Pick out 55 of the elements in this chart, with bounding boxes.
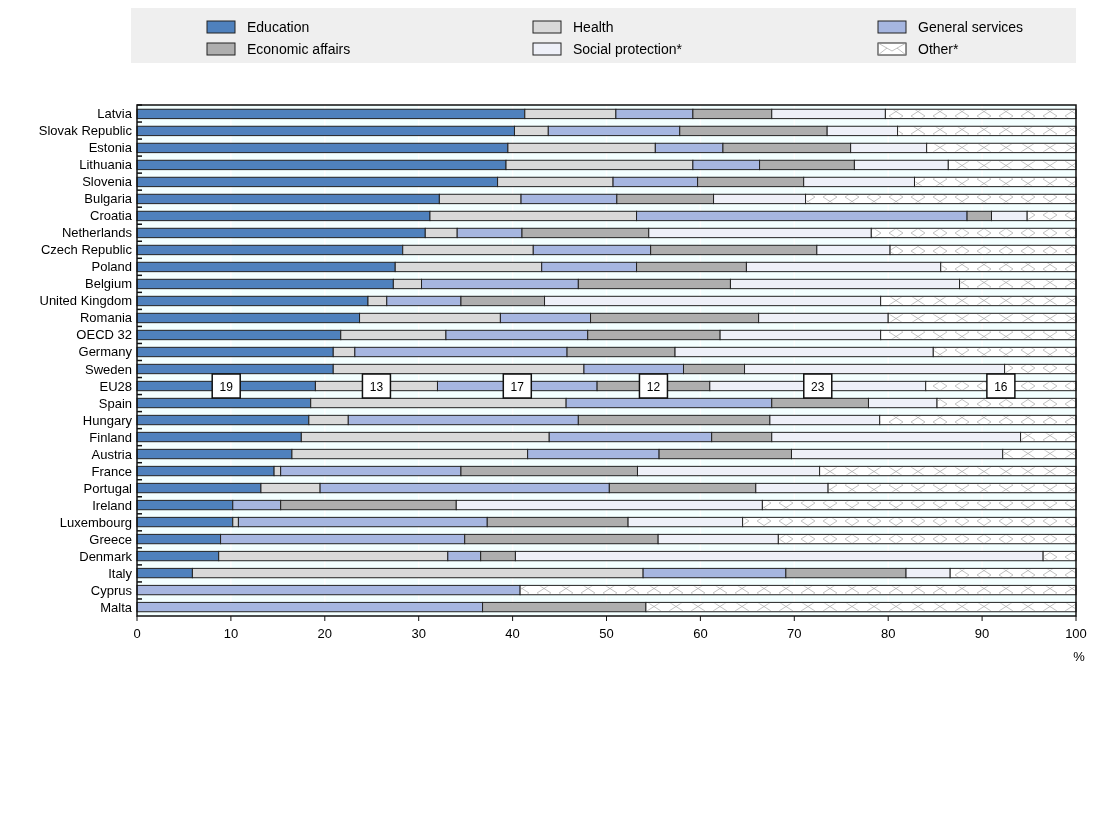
data-label: 17 [510, 379, 525, 394]
y-tick-label: Austria [91, 446, 133, 462]
x-tick-label: 70 [787, 626, 802, 641]
x-tick-label: 10 [223, 626, 239, 641]
y-tick-label: United Kingdom [39, 293, 132, 309]
y-tick-label: Sweden [85, 361, 132, 377]
y-tick-label: Italy [108, 565, 133, 581]
y-tick-label: Portugal [83, 480, 133, 496]
y-tick-label: Finland [89, 429, 132, 445]
legend-label: Social protection* [573, 41, 683, 57]
x-tick-label: 60 [693, 626, 708, 641]
x-tick-label: 30 [411, 626, 426, 641]
y-tick-label: Cyprus [90, 582, 133, 598]
x-tick-label: 80 [880, 626, 896, 641]
y-tick-label: Spain [98, 395, 132, 411]
y-tick-label: Romania [79, 310, 133, 326]
legend-label: Economic affairs [247, 41, 351, 57]
data-label: 16 [994, 379, 1008, 394]
y-tick-label: Belgium [85, 276, 132, 292]
y-tick-label: Czech Republic [40, 242, 133, 258]
y-tick-label: France [91, 463, 132, 479]
data-label: 23 [811, 379, 825, 394]
x-tick-label: 90 [974, 626, 990, 641]
y-tick-label: Denmark [79, 548, 133, 564]
y-tick-label: Lithuania [79, 157, 133, 173]
data-label: 13 [369, 379, 384, 394]
y-tick-label: Poland [91, 259, 132, 275]
y-tick-label: OECD 32 [76, 327, 132, 343]
x-tick-label: 40 [505, 626, 520, 641]
legend-label: Education [247, 19, 310, 35]
x-tick-label: 50 [599, 626, 614, 641]
x-tick-label: 20 [317, 626, 333, 641]
y-tick-label: Luxembourg [59, 514, 132, 530]
bar [136, 516, 234, 528]
y-tick-label: Malta [100, 599, 133, 615]
y-tick-label: Slovak Republic [38, 123, 133, 139]
x-tick-label: 100 [1065, 626, 1087, 641]
y-tick-label: Ireland [92, 497, 132, 513]
legend-label: General services [918, 19, 1024, 35]
x-tick-label: 0 [133, 626, 141, 641]
y-tick-label: Bulgaria [84, 191, 133, 207]
y-tick-label: Croatia [90, 208, 133, 224]
y-tick-label: Slovenia [82, 174, 133, 190]
legend-label: Health [573, 19, 614, 35]
legend-label: Other* [918, 41, 960, 57]
data-label: 12 [646, 379, 661, 394]
y-tick-label: Netherlands [61, 225, 133, 241]
y-tick-label: Hungary [82, 412, 133, 428]
y-tick-label: Estonia [88, 140, 133, 156]
y-tick-label: Latvia [97, 106, 133, 122]
data-label: 19 [219, 379, 234, 394]
y-tick-label: Greece [89, 531, 132, 547]
y-tick-label: Germany [78, 344, 133, 360]
x-axis-title: % [1073, 649, 1086, 664]
y-tick-label: EU28 [99, 378, 132, 394]
